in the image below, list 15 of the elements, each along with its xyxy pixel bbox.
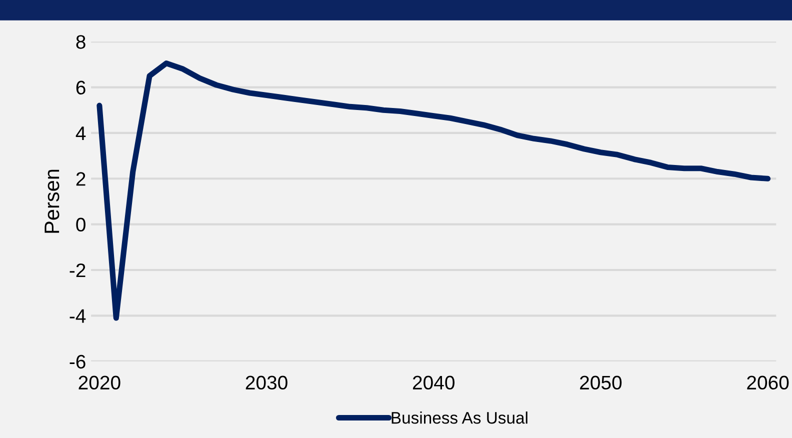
x-tick-label: 2040: [412, 376, 454, 390]
legend-label: Business As Usual: [392, 412, 528, 424]
y-tick-label: -6: [70, 354, 86, 369]
y-tick-label: 2: [76, 172, 86, 186]
y-axis-title: Persen: [44, 170, 60, 233]
y-tick-label: -2: [70, 263, 86, 278]
y-tick-label: 8: [76, 35, 86, 49]
x-tick-label: 2020: [78, 376, 120, 390]
x-tick-label: 2050: [580, 376, 622, 390]
y-tick-label: 6: [76, 80, 86, 95]
y-tick-label: 0: [76, 218, 86, 232]
y-tick-label: 4: [76, 126, 86, 140]
y-tick-label: -4: [70, 309, 86, 323]
x-tick-label: 2060: [747, 376, 789, 390]
x-tick-label: 2030: [246, 376, 288, 390]
